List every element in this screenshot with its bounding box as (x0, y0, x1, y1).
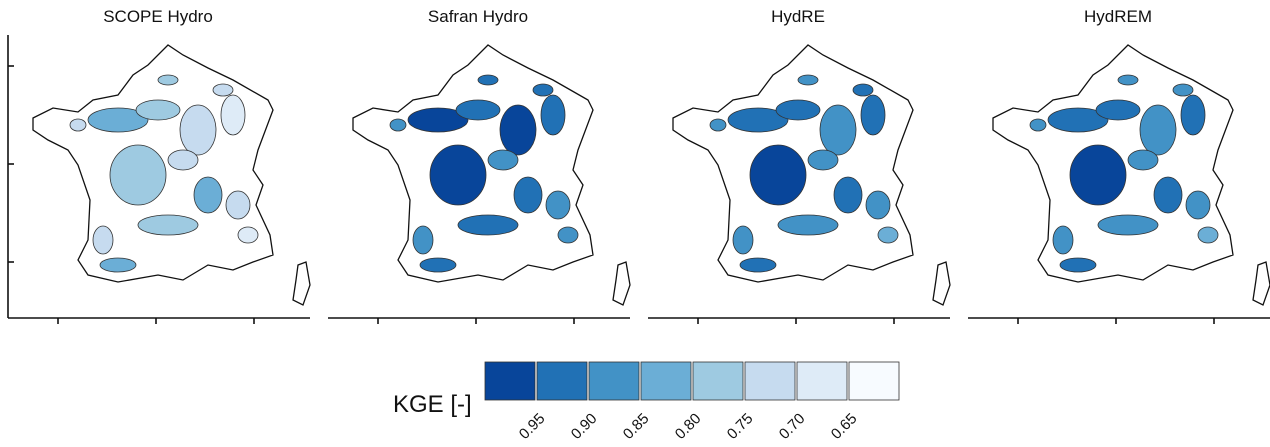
legend-swatch (796, 361, 848, 401)
catchment (212, 83, 234, 97)
catchment (797, 74, 819, 86)
france-outline (992, 44, 1234, 283)
catchment (135, 99, 181, 121)
legend-label: 0.70 (776, 410, 809, 443)
legend-label: 0.65 (828, 410, 861, 443)
catchment (1197, 226, 1219, 244)
catchment (220, 94, 246, 136)
catchment (455, 99, 501, 121)
legend-label: 0.80 (672, 410, 705, 443)
legend-label: 0.95 (516, 410, 549, 443)
legend-label: 0.90 (568, 410, 601, 443)
catchment (1153, 176, 1183, 214)
corsica-outline (1252, 261, 1270, 306)
catchment (457, 214, 519, 236)
catchment (69, 118, 87, 132)
catchment (777, 214, 839, 236)
catchment (513, 176, 543, 214)
catchment (1059, 257, 1097, 273)
catchment (1180, 94, 1206, 136)
catchment (419, 257, 457, 273)
catchment (389, 118, 407, 132)
panel-title: HydREM (1084, 7, 1152, 26)
catchment (852, 83, 874, 97)
map-panel: SCOPE Hydro (7, 7, 311, 324)
panel-title: Safran Hydro (428, 7, 528, 26)
catchment (193, 176, 223, 214)
catchment (819, 104, 857, 156)
catchment (775, 99, 821, 121)
corsica-outline (612, 261, 631, 306)
legend-label: 0.85 (620, 410, 653, 443)
catchment (732, 225, 754, 255)
corsica-outline (932, 261, 951, 306)
catchment (429, 144, 487, 206)
catchment (1047, 107, 1109, 133)
legend-swatch (588, 361, 640, 401)
catchment (137, 214, 199, 236)
catchment (1117, 74, 1139, 86)
catchment (709, 118, 727, 132)
legend-swatch (744, 361, 796, 401)
catchment (487, 149, 519, 171)
legend-swatch (640, 361, 692, 401)
catchment (1029, 118, 1047, 132)
map-panel: HydRE (648, 7, 951, 324)
catchment (739, 257, 777, 273)
legend-swatch (484, 361, 536, 401)
catchment (109, 144, 167, 206)
catchment (1127, 149, 1159, 171)
catchment (179, 104, 217, 156)
france-outline (32, 44, 274, 283)
catchment (807, 149, 839, 171)
legend-title: KGE [-] (393, 391, 472, 418)
legend-swatch (536, 361, 588, 401)
panel-title: SCOPE Hydro (103, 7, 213, 26)
map-panel: Safran Hydro (328, 7, 631, 324)
catchment (99, 257, 137, 273)
catchment (87, 107, 149, 133)
catchment (477, 74, 499, 86)
catchment (1185, 190, 1211, 220)
legend-label: 0.75 (724, 410, 757, 443)
catchment (540, 94, 566, 136)
catchment (749, 144, 807, 206)
catchment (557, 226, 579, 244)
catchment (532, 83, 554, 97)
corsica-outline (292, 261, 311, 306)
map-panel: HydREM (968, 7, 1270, 324)
catchment (237, 226, 259, 244)
france-outline (352, 44, 594, 283)
catchment (860, 94, 886, 136)
catchment (833, 176, 863, 214)
catchment (865, 190, 891, 220)
catchment (877, 226, 899, 244)
catchment (1139, 104, 1177, 156)
catchment (407, 107, 469, 133)
catchment (225, 190, 251, 220)
catchment (167, 149, 199, 171)
catchment (499, 104, 537, 156)
panel-title: HydRE (771, 7, 825, 26)
catchment (412, 225, 434, 255)
catchment (1095, 99, 1141, 121)
catchment (92, 225, 114, 255)
legend-swatch (848, 361, 900, 401)
catchment (545, 190, 571, 220)
catchment (1052, 225, 1074, 255)
legend-swatch (692, 361, 744, 401)
catchment (1172, 83, 1194, 97)
catchment (1097, 214, 1159, 236)
catchment (1069, 144, 1127, 206)
catchment (727, 107, 789, 133)
catchment (157, 74, 179, 86)
france-outline (672, 44, 914, 283)
